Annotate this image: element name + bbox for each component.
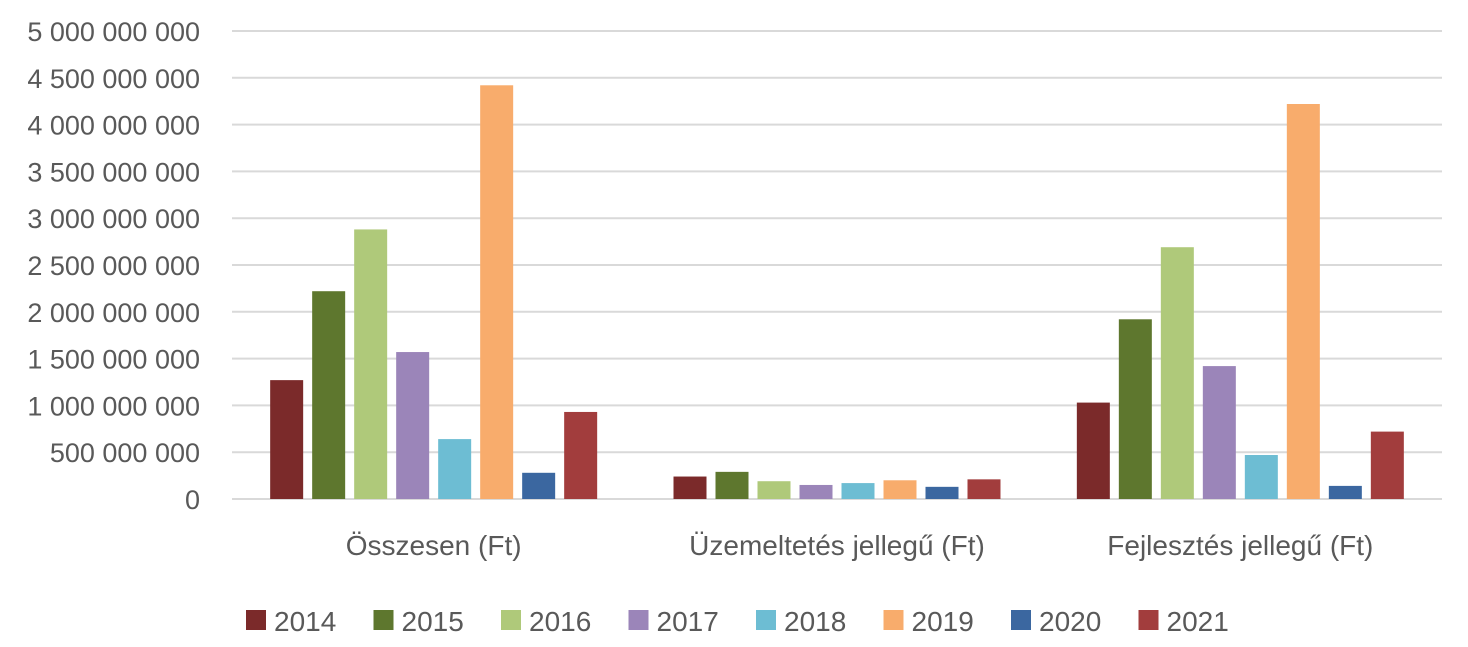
y-tick-label: 2 000 000 000 [27, 298, 200, 328]
bar-2021-cat-0 [564, 411, 598, 499]
bar-2016-cat-2 [1160, 247, 1194, 499]
legend-swatch-2016 [501, 610, 521, 630]
y-tick-label: 2 500 000 000 [27, 251, 200, 281]
bar-2014-cat-0 [270, 380, 304, 499]
bar-2019-cat-1 [883, 480, 917, 499]
y-tick-label: 500 000 000 [50, 438, 200, 468]
legend-swatch-2020 [1011, 610, 1031, 630]
legend: 2014 2015 2016 2017 2018 2019 2020 2021 [246, 606, 1229, 637]
legend-swatch-2015 [373, 610, 394, 630]
y-tick-label: 1 500 000 000 [27, 345, 200, 375]
bar-2021-cat-1 [967, 479, 1001, 499]
bar-2018-cat-2 [1244, 455, 1278, 499]
bar-2016-cat-0 [354, 229, 388, 499]
category-label-osszesen: Összesen (Ft) [346, 530, 522, 561]
bar-2015-cat-2 [1118, 319, 1152, 499]
bar-2015-cat-1 [715, 471, 749, 499]
legend-label-2017: 2017 [657, 606, 719, 637]
x-axis-category-labels: Összesen (Ft) Üzemeltetés jellegű (Ft) F… [346, 530, 1374, 561]
bar-2017-cat-1 [799, 484, 833, 499]
bar-2017-cat-2 [1202, 366, 1236, 499]
y-tick-label: 1 000 000 000 [27, 391, 200, 421]
bar-2021-cat-2 [1370, 431, 1404, 499]
bar-2020-cat-2 [1328, 485, 1362, 499]
gridlines [232, 30, 1442, 500]
legend-swatch-2019 [883, 610, 904, 630]
legend-swatch-2021 [1138, 610, 1159, 630]
bar-2017-cat-0 [396, 352, 430, 499]
bar-2020-cat-0 [522, 472, 556, 499]
y-tick-label: 3 500 000 000 [27, 157, 200, 187]
bar-2015-cat-0 [312, 291, 346, 499]
legend-label-2020: 2020 [1039, 606, 1101, 637]
bar-2014-cat-1 [673, 476, 707, 499]
y-axis-tick-labels: 0 500 000 000 1 000 000 000 1 500 000 000 2 … [27, 17, 200, 515]
y-tick-label: 4 500 000 000 [27, 64, 200, 94]
bar-2018-cat-1 [841, 483, 875, 499]
legend-swatch-2017 [628, 610, 649, 630]
bar-2016-cat-1 [757, 481, 791, 499]
y-tick-label: 4 000 000 000 [27, 111, 200, 141]
legend-label-2018: 2018 [784, 606, 846, 637]
legend-label-2016: 2016 [529, 606, 591, 637]
y-tick-label: 3 000 000 000 [27, 204, 200, 234]
bar-2018-cat-0 [438, 439, 472, 499]
bars [270, 85, 1404, 500]
bar-2019-cat-0 [480, 85, 514, 500]
y-tick-label: 0 [185, 485, 200, 515]
bar-2020-cat-1 [925, 486, 959, 499]
legend-swatch-2014 [246, 610, 266, 630]
y-tick-label: 5 000 000 000 [27, 17, 200, 47]
category-label-fejlesztes: Fejlesztés jellegű (Ft) [1107, 530, 1373, 561]
legend-label-2015: 2015 [402, 606, 464, 637]
legend-swatch-2018 [756, 610, 776, 630]
bar-2014-cat-2 [1076, 402, 1110, 499]
category-label-uzemeltetes: Üzemeltetés jellegű (Ft) [689, 530, 985, 561]
legend-label-2019: 2019 [912, 606, 974, 637]
bar-2019-cat-2 [1286, 104, 1320, 500]
legend-label-2021: 2021 [1167, 606, 1229, 637]
legend-label-2014: 2014 [274, 606, 336, 637]
